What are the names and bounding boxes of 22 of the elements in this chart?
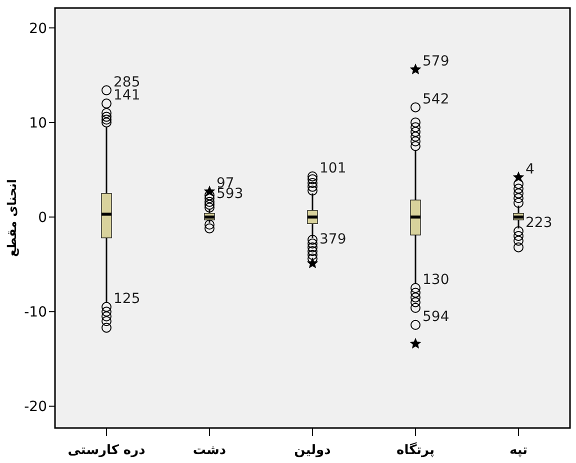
y-axis-title: انحنای مقطع	[5, 179, 19, 257]
x-tick-label: پرتگاه	[396, 442, 434, 458]
annotation: 379	[320, 231, 346, 248]
y-tick-label: 20	[29, 20, 47, 37]
annotation: 125	[114, 290, 140, 307]
y-tick-label: -10	[24, 304, 47, 321]
annotation: 130	[422, 272, 450, 288]
annotation: 285	[114, 74, 140, 90]
annotation: 141	[114, 88, 140, 104]
annotation: 579	[422, 53, 450, 70]
y-tick-label: 10	[29, 115, 47, 132]
annotation: 4	[526, 161, 534, 178]
y-tick-label: -20	[24, 399, 47, 416]
y-tick-label: 0	[38, 210, 47, 226]
x-tick-label: دولین	[294, 443, 332, 458]
annotation: 594	[422, 308, 450, 325]
x-tick-label: دشت	[192, 443, 226, 458]
annotation: 101	[320, 160, 346, 176]
x-tick-label: تپه	[509, 443, 528, 458]
x-tick-label: دره کارستی	[68, 443, 146, 458]
annotation: 542	[422, 91, 450, 108]
annotation: 223	[526, 215, 552, 232]
